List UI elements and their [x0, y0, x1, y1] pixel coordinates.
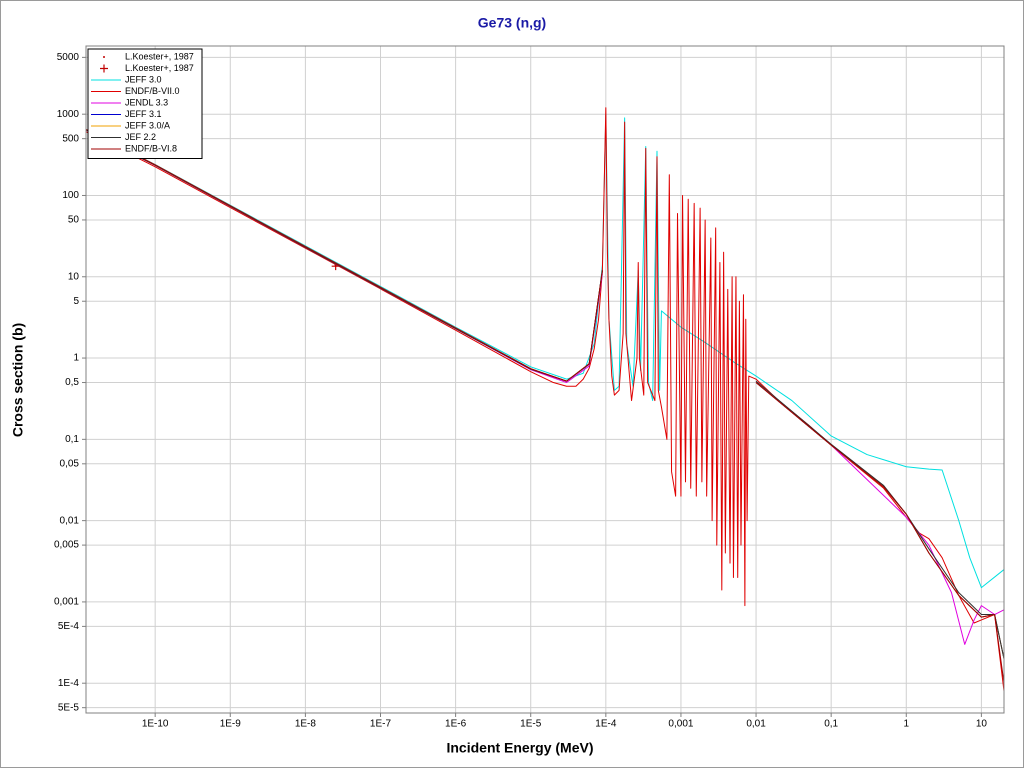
- x-tick-label: 1E-5: [520, 719, 542, 730]
- y-tick-label: 1000: [57, 109, 80, 120]
- plot-border: [85, 45, 1005, 714]
- y-tick-label: 50: [68, 215, 80, 226]
- legend-label: JEFF 3.1: [125, 109, 162, 119]
- y-tick-label: 5E-4: [58, 621, 80, 632]
- x-tick-label: 1E-8: [295, 719, 317, 730]
- y-tick-label: 0,05: [60, 458, 80, 469]
- legend-label: L.Koester+, 1987: [125, 51, 194, 61]
- series-line: [86, 128, 1004, 684]
- x-tick-label: 0,01: [746, 719, 766, 730]
- x-tick-label: 1E-6: [445, 719, 467, 730]
- legend-marker: [103, 56, 105, 58]
- y-tick-label: 1E-4: [58, 678, 80, 689]
- legend-label: ENDF/B-VII.0: [125, 86, 180, 96]
- y-tick-label: 0,5: [65, 377, 79, 388]
- plot-area: [86, 107, 1004, 692]
- legend-label: ENDF/B-VI.8: [125, 143, 177, 153]
- x-tick-label: 0,1: [824, 719, 838, 730]
- y-tick-label: 0,1: [65, 434, 79, 445]
- y-axis-label: Cross section (b): [10, 323, 26, 437]
- y-tick-label: 0,001: [54, 597, 79, 608]
- series-line: [86, 113, 1004, 589]
- y-tick-label: 0,005: [54, 540, 79, 551]
- legend-box: [87, 48, 203, 159]
- x-tick-label: 1: [903, 719, 909, 730]
- axes: 5000 1000 500 100 50 10 5 1 0,5 0,1 0,05 0,01 0,005 0…: [54, 52, 987, 730]
- y-tick-label: 100: [62, 190, 79, 201]
- legend-label: JEFF 3.0: [125, 74, 162, 84]
- legend-label: JEF 2.2: [125, 132, 156, 142]
- x-tick-label: 10: [976, 719, 988, 730]
- grid: [86, 46, 1004, 713]
- x-tick-label: 0,001: [668, 719, 693, 730]
- x-axis-label: Incident Energy (MeV): [446, 740, 593, 756]
- legend-label: JENDL 3.3: [125, 97, 168, 107]
- y-tick-label: 10: [68, 271, 80, 282]
- y-tick-label: 500: [62, 133, 79, 144]
- x-tick-label: 1E-10: [142, 719, 169, 730]
- legend-label: L.Koester+, 1987: [125, 63, 194, 73]
- x-tick-label: 1E-4: [595, 719, 617, 730]
- x-tick-label: 1E-7: [370, 719, 392, 730]
- series-line: [86, 107, 1004, 692]
- y-tick-label: 0,01: [60, 515, 80, 526]
- y-tick-label: 5000: [57, 52, 80, 63]
- y-tick-label: 5: [73, 296, 79, 307]
- y-tick-label: 1: [73, 353, 79, 364]
- y-tick-label: 5E-5: [58, 702, 80, 713]
- chart-title: Ge73 (n,g): [478, 15, 546, 31]
- x-tick-label: 1E-9: [220, 719, 242, 730]
- legend-marker: [100, 64, 108, 73]
- legend-label: JEFF 3.0/A: [125, 120, 170, 130]
